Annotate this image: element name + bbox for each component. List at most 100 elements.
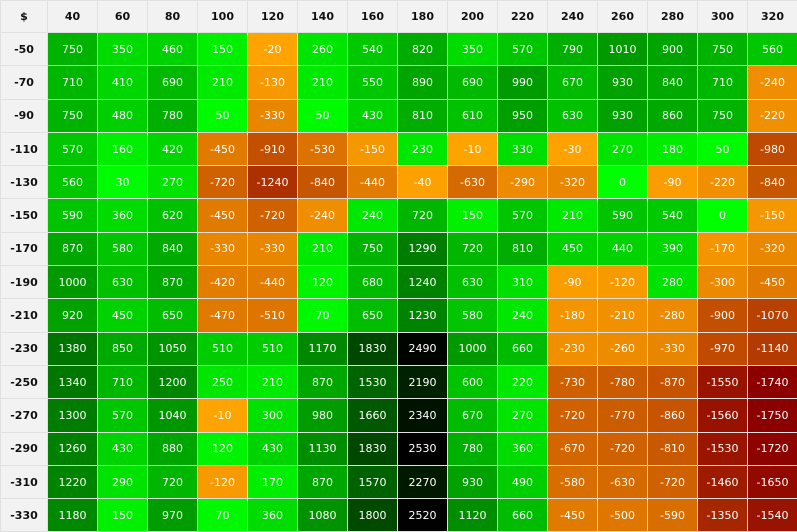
heat-cell: 150 (447, 198, 498, 233)
heat-cell: 0 (697, 198, 748, 233)
heat-cell: 1130 (297, 431, 348, 466)
heat-cell: 790 (547, 31, 598, 67)
heat-cell: -330 (247, 98, 298, 133)
heat-cell: -630 (597, 464, 648, 500)
heat-cell: -320 (547, 165, 598, 200)
table-row: -230 1380 850 1050 510 510 1170 1830 2490 1000 660… (0, 331, 797, 366)
heat-cell: 570 (497, 198, 548, 233)
heat-cell: 270 (597, 131, 648, 167)
corner-cell: $ (0, 0, 48, 33)
heat-cell: -840 (297, 165, 348, 200)
heat-cell: -150 (347, 131, 398, 167)
heat-cell: 750 (47, 31, 98, 67)
heat-cell: 2530 (397, 431, 448, 466)
heat-cell: 650 (347, 298, 398, 333)
heat-cell: 270 (497, 398, 548, 433)
heat-cell: -10 (447, 131, 498, 167)
heat-cell: -20 (247, 31, 298, 67)
heat-cell: -450 (197, 131, 248, 167)
heat-cell: -970 (697, 331, 748, 366)
heat-cell: -260 (597, 331, 648, 366)
heat-cell: 1530 (347, 364, 398, 400)
table-row: -110 570 160 420 -450 -910 -530 -150 230 -10 330 -3… (0, 131, 797, 167)
heat-cell: -810 (647, 431, 698, 466)
heat-cell: 2270 (397, 464, 448, 500)
heat-cell: 970 (147, 498, 198, 532)
table-row: -310 1220 290 720 -120 170 870 1570 2270 930 490 -5… (0, 464, 797, 500)
heat-cell: 570 (497, 31, 548, 67)
heat-cell: 600 (447, 364, 498, 400)
table-row: -290 1260 430 880 120 430 1130 1830 2530 780 360 -6… (0, 431, 797, 466)
row-header: -310 (0, 464, 48, 500)
heat-cell: 650 (147, 298, 198, 333)
heat-cell: 150 (197, 31, 248, 67)
heat-cell: -720 (197, 165, 248, 200)
heat-cell: 50 (297, 98, 348, 133)
heat-cell: 920 (47, 298, 98, 333)
column-header: 140 (297, 0, 348, 33)
heat-cell: 440 (597, 231, 648, 267)
heat-cell: -510 (247, 298, 298, 333)
heat-cell: 390 (647, 231, 698, 267)
row-header: -330 (0, 498, 48, 532)
heat-cell: -330 (197, 231, 248, 267)
heat-cell: 220 (497, 364, 548, 400)
heat-cell: -440 (347, 165, 398, 200)
table-row: -250 1340 710 1200 250 210 870 1530 2190 600 220 -7… (0, 364, 797, 400)
heat-cell: 1800 (347, 498, 398, 532)
heat-cell: 1010 (597, 31, 648, 67)
table-row: -330 1180 150 970 70 360 1080 1800 2520 1120 660 -4… (0, 498, 797, 532)
column-header: 200 (447, 0, 498, 33)
heat-cell: -860 (647, 398, 698, 433)
heat-cell: 150 (97, 498, 148, 532)
heat-cell: -1140 (747, 331, 797, 366)
column-header: 280 (647, 0, 698, 33)
heat-cell: -1070 (747, 298, 797, 333)
heat-cell: 780 (147, 98, 198, 133)
heat-cell: 690 (447, 65, 498, 100)
heat-cell: 0 (597, 165, 648, 200)
heat-cell: 590 (47, 198, 98, 233)
heat-cell: -720 (547, 398, 598, 433)
heat-cell: -980 (747, 131, 797, 167)
heat-cell: -90 (647, 165, 698, 200)
heat-cell: 70 (197, 498, 248, 532)
heat-cell: -330 (647, 331, 698, 366)
heat-cell: 210 (547, 198, 598, 233)
heat-cell: 540 (647, 198, 698, 233)
heat-cell: 270 (147, 165, 198, 200)
heat-cell: 980 (297, 398, 348, 433)
heat-cell: 1260 (47, 431, 98, 466)
heat-cell: 540 (347, 31, 398, 67)
heat-cell: 570 (47, 131, 98, 167)
heat-cell: 360 (97, 198, 148, 233)
heat-cell: 560 (747, 31, 797, 67)
heat-cell: -1720 (747, 431, 797, 466)
heat-cell: 120 (297, 265, 348, 300)
heat-cell: 820 (397, 31, 448, 67)
heat-cell: -580 (547, 464, 598, 500)
heat-cell: -150 (747, 198, 797, 233)
heat-cell: -1650 (747, 464, 797, 500)
heat-cell: 210 (297, 231, 348, 267)
heat-cell: -420 (197, 265, 248, 300)
heat-cell: 1080 (297, 498, 348, 532)
heat-cell: 990 (497, 65, 548, 100)
heat-cell: 290 (97, 464, 148, 500)
heat-cell: 680 (347, 265, 398, 300)
heat-cell: 70 (297, 298, 348, 333)
heat-cell: -240 (747, 65, 797, 100)
heat-cell: -500 (597, 498, 648, 532)
heat-cell: 300 (247, 398, 298, 433)
heat-cell: 660 (497, 498, 548, 532)
heat-cell: -530 (297, 131, 348, 167)
row-header: -150 (0, 198, 48, 233)
heat-cell: -320 (747, 231, 797, 267)
heat-cell: -670 (547, 431, 598, 466)
row-header: -290 (0, 431, 48, 466)
heat-cell: -1740 (747, 364, 797, 400)
heat-cell: 550 (347, 65, 398, 100)
heat-cell: 490 (497, 464, 548, 500)
header-row: $ 40 60 80 100 120 140 160 180 200 220 240 260 280 30… (0, 0, 797, 33)
